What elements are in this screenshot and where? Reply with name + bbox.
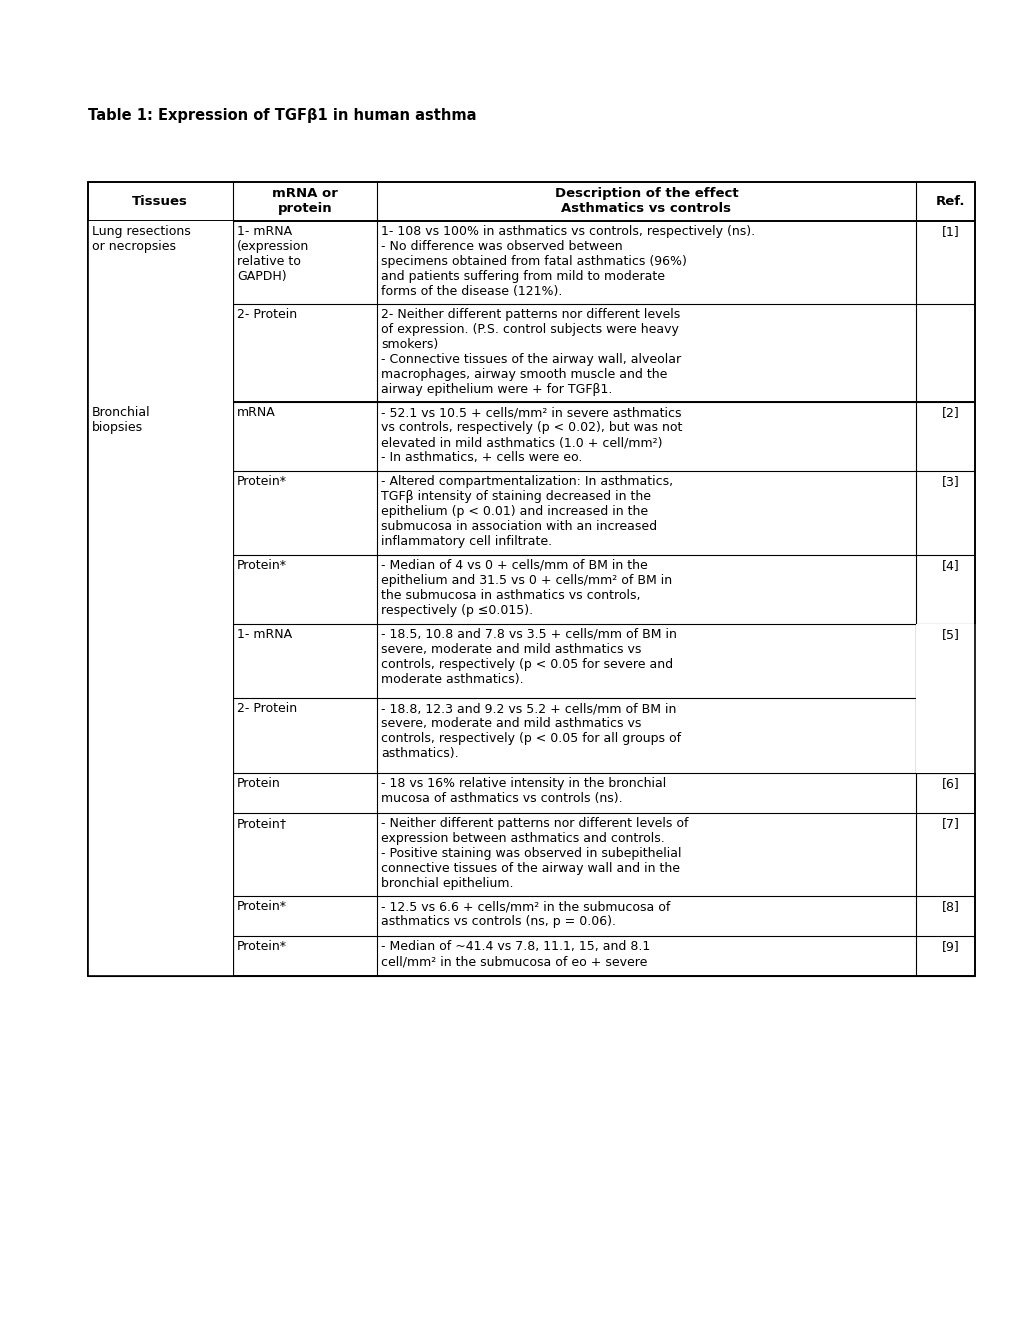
Text: mRNA: mRNA: [236, 407, 275, 420]
Text: Ref.: Ref.: [935, 195, 964, 209]
Text: - Median of ~41.4 vs 7.8, 11.1, 15, and 8.1
cell/mm² in the submucosa of eo + se: - Median of ~41.4 vs 7.8, 11.1, 15, and …: [381, 940, 650, 968]
Text: 2- Neither different patterns nor different levels
of expression. (P.S. control : 2- Neither different patterns nor differ…: [381, 308, 681, 396]
Text: - Median of 4 vs 0 + cells/mm of BM in the
epithelium and 31.5 vs 0 + cells/mm² : - Median of 4 vs 0 + cells/mm of BM in t…: [381, 558, 672, 616]
Text: 1- 108 vs 100% in asthmatics vs controls, respectively (ns).
- No difference was: 1- 108 vs 100% in asthmatics vs controls…: [381, 224, 755, 298]
Bar: [88, 182, 974, 977]
Text: Protein*: Protein*: [236, 900, 286, 913]
Text: - 18.5, 10.8 and 7.8 vs 3.5 + cells/mm of BM in
severe, moderate and mild asthma: - 18.5, 10.8 and 7.8 vs 3.5 + cells/mm o…: [381, 628, 677, 685]
Text: Protein*: Protein*: [236, 558, 286, 572]
Text: [3]: [3]: [941, 475, 959, 488]
Text: Table 1: Expression of TGFβ1 in human asthma: Table 1: Expression of TGFβ1 in human as…: [88, 108, 476, 123]
Text: Tissues: Tissues: [132, 195, 189, 209]
Text: [9]: [9]: [941, 940, 959, 953]
Text: 1- mRNA
(expression
relative to
GAPDH): 1- mRNA (expression relative to GAPDH): [236, 224, 309, 282]
Text: Bronchial
biopsies: Bronchial biopsies: [92, 407, 151, 434]
Text: mRNA or
protein: mRNA or protein: [272, 187, 337, 215]
Text: - Neither different patterns nor different levels of
expression between asthmati: - Neither different patterns nor differe…: [381, 817, 688, 890]
Text: Protein†: Protein†: [236, 817, 286, 830]
Text: Protein*: Protein*: [236, 475, 286, 488]
Text: Protein*: Protein*: [236, 940, 286, 953]
Text: Description of the effect
Asthmatics vs controls: Description of the effect Asthmatics vs …: [554, 187, 738, 215]
Text: [4]: [4]: [941, 558, 959, 572]
Text: Lung resections
or necropsies: Lung resections or necropsies: [92, 224, 191, 252]
Text: - 12.5 vs 6.6 + cells/mm² in the submucosa of
asthmatics vs controls (ns, p = 0.: - 12.5 vs 6.6 + cells/mm² in the submuco…: [381, 900, 671, 928]
Text: [2]: [2]: [941, 407, 959, 420]
Text: [5]: [5]: [941, 628, 959, 640]
Bar: [915, 624, 984, 774]
Text: - Altered compartmentalization: In asthmatics,
TGFβ intensity of staining decrea: - Altered compartmentalization: In asthm…: [381, 475, 673, 548]
Text: - 18 vs 16% relative intensity in the bronchial
mucosa of asthmatics vs controls: - 18 vs 16% relative intensity in the br…: [381, 776, 666, 805]
Text: 2- Protein: 2- Protein: [236, 308, 297, 321]
Bar: [88, 403, 232, 977]
Text: [8]: [8]: [941, 900, 959, 913]
Text: - 52.1 vs 10.5 + cells/mm² in severe asthmatics
vs controls, respectively (p < 0: - 52.1 vs 10.5 + cells/mm² in severe ast…: [381, 407, 682, 465]
Text: [5]: [5]: [941, 628, 959, 640]
Text: [6]: [6]: [941, 776, 959, 789]
Text: 1- mRNA: 1- mRNA: [236, 628, 291, 640]
Bar: [88, 182, 974, 977]
Text: Protein: Protein: [236, 776, 280, 789]
Text: 2- Protein: 2- Protein: [236, 702, 297, 715]
Text: [1]: [1]: [941, 224, 959, 238]
Text: - 18.8, 12.3 and 9.2 vs 5.2 + cells/mm of BM in
severe, moderate and mild asthma: - 18.8, 12.3 and 9.2 vs 5.2 + cells/mm o…: [381, 702, 681, 760]
Text: [7]: [7]: [941, 817, 959, 830]
Bar: [88, 220, 232, 403]
